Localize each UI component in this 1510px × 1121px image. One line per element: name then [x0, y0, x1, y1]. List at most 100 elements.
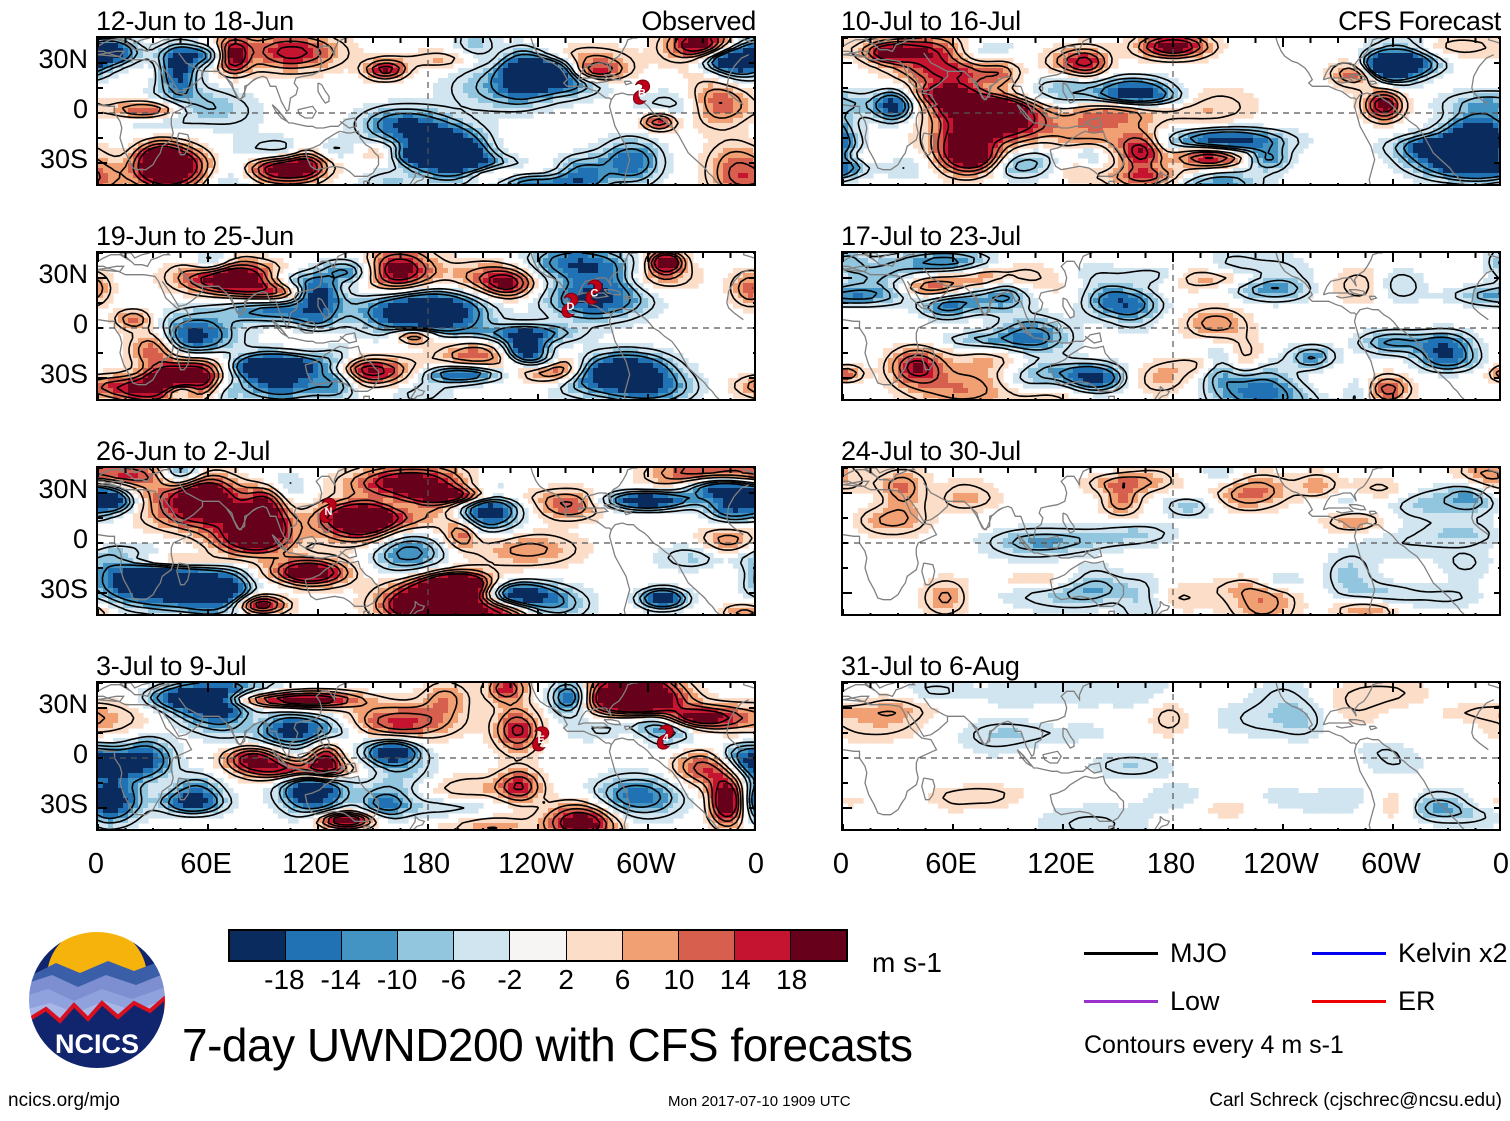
storm-marker-E: E — [532, 726, 550, 752]
coastline-segment — [176, 347, 191, 371]
contour-level-12 — [867, 38, 1399, 182]
coastline-segment — [1154, 815, 1171, 829]
ncics-logo[interactable]: NCICS — [22, 925, 172, 1080]
y-tick-label-30N: 30N — [4, 44, 88, 75]
map-p3[interactable]: N — [96, 466, 756, 616]
contour-level-4 — [850, 38, 1487, 184]
contour-level--8 — [843, 44, 1499, 184]
contour-level--8 — [168, 253, 688, 399]
ncics-logo-text: NCICS — [55, 1029, 139, 1059]
coastline-segment — [98, 468, 754, 483]
colorbar-tick-14: 14 — [720, 964, 751, 996]
contour-level-16 — [873, 39, 1394, 169]
footer-right[interactable]: Carl Schreck (cjschrec@ncsu.edu) — [1209, 1090, 1502, 1112]
coastline-segment — [843, 267, 1495, 386]
contour-level--8 — [98, 683, 754, 824]
colorbar-cell-1 — [286, 931, 343, 960]
footer-left[interactable]: ncics.org/mjo — [8, 1090, 120, 1112]
colorbar-tick-18: 18 — [776, 964, 807, 996]
map-p1[interactable]: B — [96, 36, 756, 186]
coastline-segment — [843, 253, 1499, 268]
coastline-segment — [970, 292, 1003, 316]
coastline-segment — [98, 253, 754, 268]
storm-marker-C: C — [585, 279, 603, 305]
contour-level-4 — [98, 253, 754, 399]
coastline-segment — [608, 737, 720, 829]
coastline-segment — [1348, 504, 1367, 511]
coastline-segment — [98, 50, 125, 57]
footer-center: Mon 2017-07-10 1909 UTC — [668, 1093, 851, 1110]
y-tick-label-30S: 30S — [4, 359, 88, 390]
contour-legend: MJO Kelvin x2 Low ER — [1084, 938, 1508, 1018]
y-tick-label-30S: 30S — [4, 574, 88, 605]
coastline-segment — [317, 82, 330, 104]
coastline-segment — [1042, 105, 1062, 119]
colorbar-cell-10 — [790, 931, 847, 960]
y-tick-label-30S: 30S — [4, 144, 88, 175]
y-tick-label-0: 0 — [4, 309, 88, 340]
colorbar-tick--6: -6 — [441, 964, 466, 996]
coastline-segment — [970, 507, 1003, 531]
coastline-segment — [409, 385, 426, 399]
axis-ticks — [843, 683, 1499, 829]
contour-level-16 — [137, 38, 714, 184]
x-tick-label-60E-1: 60E — [925, 848, 977, 881]
coastline-segment — [1062, 727, 1075, 749]
storm-label: N — [325, 506, 333, 518]
coastline-segment — [603, 74, 622, 81]
coastline-segment — [297, 320, 317, 334]
contour-level-16 — [239, 683, 738, 829]
legend-item-kelvin-x2: Kelvin x2 — [1312, 938, 1508, 969]
map-p6[interactable] — [841, 251, 1501, 401]
coastline-segment — [98, 482, 750, 601]
coastline-segment — [578, 77, 610, 84]
legend-swatch-line — [1312, 1000, 1386, 1003]
y-tick-label-0: 0 — [4, 524, 88, 555]
coastline-segment — [1368, 725, 1378, 731]
shaded-anomaly-field — [98, 253, 754, 399]
contour-lines — [843, 468, 1499, 614]
x-tick-label-60E-1: 60E — [180, 848, 232, 881]
colorbar-cell-8 — [678, 931, 735, 960]
coastline-segment — [1042, 750, 1062, 764]
coastline-segment — [409, 600, 426, 614]
coastline-segment — [843, 468, 1499, 483]
coastline-segment — [271, 319, 288, 337]
coastline-segment — [1348, 74, 1367, 81]
map-p8[interactable] — [841, 681, 1501, 831]
contour-level-4 — [843, 685, 1499, 806]
axis-ticks — [98, 38, 754, 184]
contour-level-8 — [843, 280, 1499, 399]
x-tick-label-180-3: 180 — [402, 848, 450, 881]
coastline-segment — [297, 750, 317, 764]
coastline-segment — [304, 345, 380, 392]
y-tick-label-0: 0 — [4, 94, 88, 125]
contour-interval-note: Contours every 4 m s-1 — [1084, 1031, 1344, 1060]
contour-level-16 — [116, 254, 680, 398]
coastline-segment — [363, 395, 370, 399]
coastline-segment — [304, 775, 380, 822]
coastline-segment — [623, 725, 633, 731]
contour-lines — [98, 468, 754, 614]
coastline-segment — [843, 265, 870, 272]
colorbar-tick--10: -10 — [377, 964, 417, 996]
coastline-segment — [970, 722, 1003, 746]
coastline-segment — [603, 504, 622, 511]
coastline-segment — [317, 297, 330, 319]
contour-lines — [843, 38, 1499, 184]
contour-level--4 — [843, 38, 1499, 184]
coastline-segment — [1049, 560, 1125, 607]
storm-label: B — [638, 88, 646, 100]
map-p7[interactable] — [841, 466, 1501, 616]
contour-level--4 — [98, 38, 754, 184]
coastline-segment — [225, 292, 258, 316]
colorbar-cell-3 — [398, 931, 455, 960]
coastline-segment — [603, 289, 622, 296]
legend-swatch-line — [1312, 952, 1386, 955]
coastline-segment — [1154, 385, 1171, 399]
contour-lines — [843, 253, 1499, 399]
map-p5[interactable] — [841, 36, 1501, 186]
